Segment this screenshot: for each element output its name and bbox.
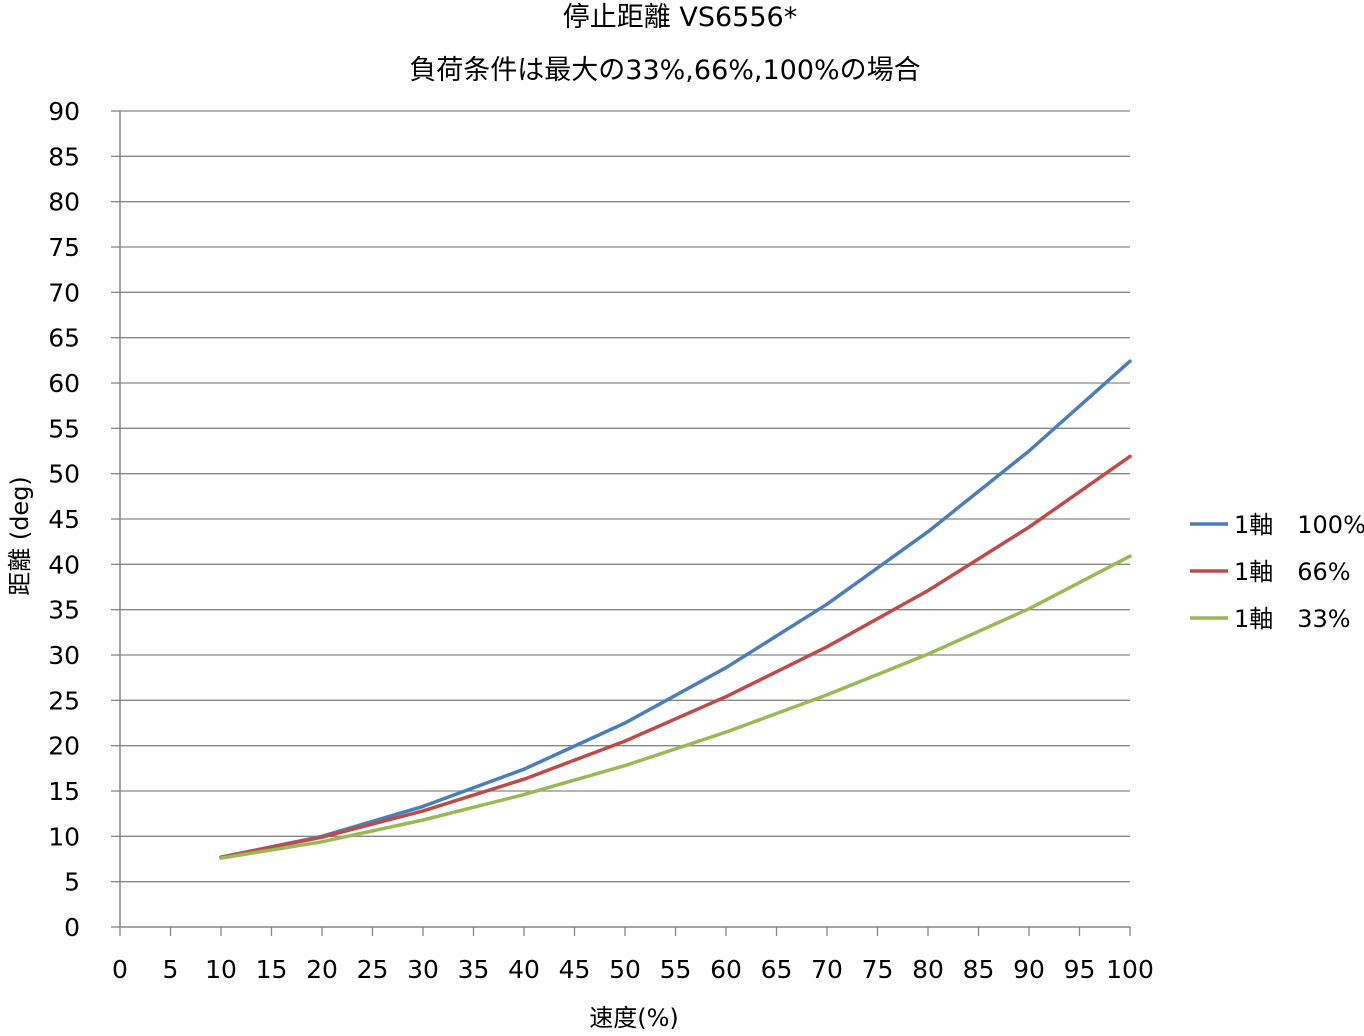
series-line-3 <box>219 554 1132 860</box>
x-tick-label: 85 <box>963 955 995 984</box>
series-lines <box>219 359 1132 860</box>
data-point-s3-80 <box>926 652 930 656</box>
y-tick-label: 90 <box>48 97 80 126</box>
x-tick-label: 0 <box>112 955 128 984</box>
y-tick-label: 0 <box>64 913 80 942</box>
data-point-s3-60 <box>724 730 728 734</box>
legend-label-1: 1軸 100% <box>1234 511 1364 539</box>
y-axis-label: 距離 (deg) <box>6 476 34 596</box>
data-point-s3-100 <box>1128 554 1132 558</box>
data-point-s3-10 <box>219 856 223 860</box>
y-tick-label: 40 <box>48 550 80 579</box>
y-tick-label: 60 <box>48 369 80 398</box>
legend-label-2: 1軸 66% <box>1234 558 1351 586</box>
data-point-s2-20 <box>320 835 324 839</box>
data-point-s2-30 <box>421 809 425 813</box>
x-tick-label: 25 <box>357 955 389 984</box>
x-tick-label: 35 <box>458 955 490 984</box>
y-tick-label: 50 <box>48 460 80 489</box>
y-tick-label: 25 <box>48 686 80 715</box>
x-tick-label: 95 <box>1064 955 1096 984</box>
axes <box>111 110 1131 936</box>
x-tick-label: 5 <box>163 955 179 984</box>
data-point-s2-50 <box>623 739 627 743</box>
data-point-s3-30 <box>421 818 425 822</box>
data-point-s3-50 <box>623 764 627 768</box>
y-tick-labels: 0 5 10 15 20 25 30 35 40 45 50 55 60 65 70 75 80 85 90 <box>48 97 80 942</box>
y-tick-label: 35 <box>48 596 80 625</box>
data-point-s1-80 <box>926 530 930 534</box>
legend: 1軸 100% 1軸 66% 1軸 33% <box>1190 511 1364 633</box>
x-tick-label: 40 <box>508 955 540 984</box>
y-tick-label: 5 <box>64 868 80 897</box>
y-tick-label: 85 <box>48 142 80 171</box>
data-point-s1-50 <box>623 721 627 725</box>
data-point-s1-60 <box>724 666 728 670</box>
x-axis-label: 速度(%) <box>589 1004 679 1032</box>
x-tick-label: 30 <box>407 955 439 984</box>
y-tick-label: 30 <box>48 641 80 670</box>
y-tick-label: 10 <box>48 822 80 851</box>
y-tick-label: 80 <box>48 188 80 217</box>
y-tick-label: 70 <box>48 278 80 307</box>
data-point-s1-70 <box>825 602 829 606</box>
data-point-s2-60 <box>724 695 728 699</box>
y-tick-label: 20 <box>48 732 80 761</box>
x-tick-label: 10 <box>205 955 237 984</box>
data-point-s3-40 <box>522 793 526 797</box>
x-tick-label: 50 <box>609 955 641 984</box>
x-tick-label: 15 <box>256 955 288 984</box>
data-point-s3-90 <box>1027 607 1031 611</box>
data-point-s2-70 <box>825 645 829 649</box>
data-point-s1-90 <box>1027 449 1031 453</box>
gridlines <box>120 110 1130 883</box>
x-tick-label: 90 <box>1013 955 1045 984</box>
data-point-s3-70 <box>825 693 829 697</box>
y-tick-label: 65 <box>48 324 80 353</box>
x-tick-label: 70 <box>811 955 843 984</box>
x-tick-label: 65 <box>761 955 793 984</box>
chart-title: 停止距離 VS6556* <box>563 2 797 33</box>
x-tick-label: 100 <box>1106 955 1154 984</box>
x-tick-label: 75 <box>862 955 894 984</box>
x-tick-label: 60 <box>710 955 742 984</box>
data-point-s2-80 <box>926 589 930 593</box>
y-tick-label: 55 <box>48 414 80 443</box>
chart-subtitle: 負荷条件は最大の33%,66%,100%の場合 <box>409 55 920 86</box>
data-point-s2-40 <box>522 777 526 781</box>
y-tick-label: 15 <box>48 777 80 806</box>
series-line-1 <box>219 359 1132 859</box>
data-point-s2-100 <box>1128 454 1132 459</box>
x-tick-label: 80 <box>912 955 944 984</box>
y-tick-label: 75 <box>48 233 80 262</box>
series-line-2 <box>219 454 1132 859</box>
x-tick-labels: 0 5 10 15 20 25 30 35 40 45 50 55 60 65 70 75 80 85 90 95 10… <box>112 955 1154 984</box>
data-point-s1-40 <box>522 767 526 771</box>
x-tick-label: 45 <box>559 955 591 984</box>
y-tick-label: 45 <box>48 505 80 534</box>
data-point-s2-90 <box>1027 525 1031 529</box>
legend-label-3: 1軸 33% <box>1234 605 1351 633</box>
data-point-s1-30 <box>421 804 425 809</box>
x-tick-label: 20 <box>306 955 338 984</box>
data-point-s1-100 <box>1128 359 1132 363</box>
data-point-s3-20 <box>320 840 324 844</box>
x-tick-label: 55 <box>660 955 692 984</box>
